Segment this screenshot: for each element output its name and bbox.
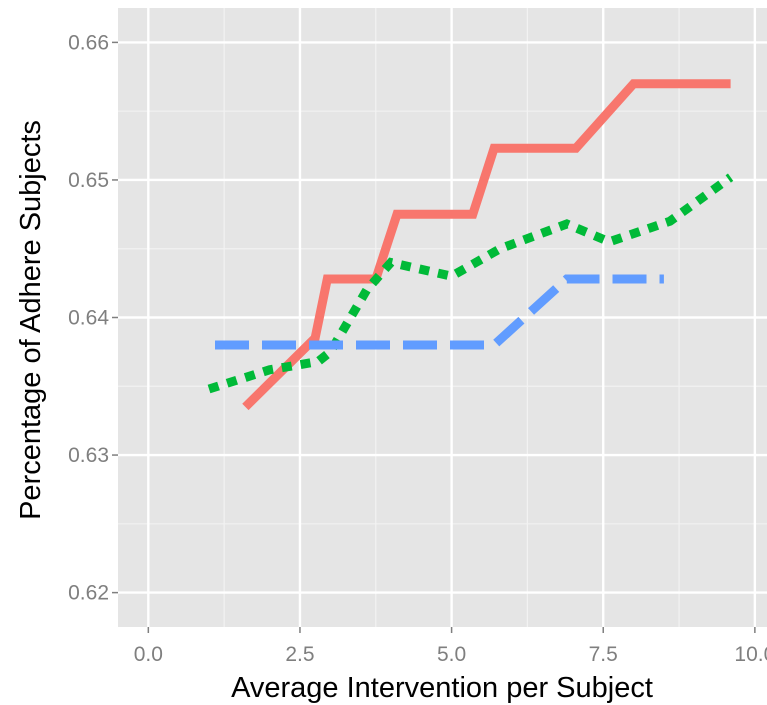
- major-gridlines: [118, 8, 767, 627]
- y-tick-label: 0.64: [68, 307, 109, 330]
- x-tick-label: 10.0: [734, 643, 767, 666]
- series-lines: [207, 79, 734, 411]
- x-tick-label: 2.5: [285, 643, 314, 666]
- x-axis-title: Average Intervention per Subject: [231, 672, 653, 704]
- series-line-1: [242, 79, 731, 411]
- x-tick-label: 7.5: [589, 643, 618, 666]
- series-line-2: [207, 173, 734, 394]
- y-axis-title: Percentage of Adhere Subjects: [15, 120, 47, 520]
- y-tick-label: 0.62: [68, 582, 109, 605]
- y-tick-label: 0.65: [68, 169, 109, 192]
- y-tick-label: 0.66: [68, 31, 109, 54]
- x-axis-ticks: 0.0 2.5 5.0 7.5 10.0: [134, 627, 767, 666]
- series-line-3: [215, 274, 664, 350]
- y-tick-label: 0.63: [68, 444, 109, 467]
- y-axis-ticks: 0.62 0.63 0.64 0.65 0.66: [68, 31, 118, 605]
- x-tick-label: 5.0: [437, 643, 466, 666]
- x-tick-label: 0.0: [134, 643, 163, 666]
